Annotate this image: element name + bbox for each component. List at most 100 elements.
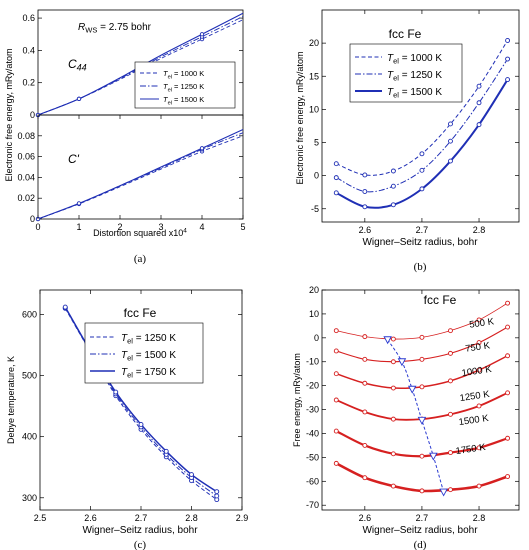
panel-d-minimum-marker: [439, 488, 448, 497]
panel-d-ylabel: Free energy, mRy/atom: [292, 353, 302, 447]
panel-b-x-tick-label: 2.8: [473, 225, 486, 235]
panel-c-legend-label-2-sub: el: [127, 354, 133, 363]
panel-d-series-2-point: [476, 340, 482, 346]
panel-c-y-tick-label: 400: [22, 432, 37, 442]
panel-a-xlabel-sup: 4: [183, 228, 187, 235]
panel-b-y-tick-label: -5: [311, 204, 319, 214]
panel-d-series-1-point: [390, 336, 396, 342]
panel-a-2-y-tick-label: 0.06: [17, 152, 35, 162]
panel-b-series-2-point: [390, 183, 396, 189]
panel-b-xlabel: Wigner–Seitz radius, bohr: [362, 237, 478, 248]
panel-b-series-1-point: [419, 151, 425, 157]
panel-a-ylabel: Electronic free energy, mRy/atom: [4, 49, 14, 182]
panel-d-series-6-point: [419, 488, 425, 494]
panel-d-series-label-6: 1750 K: [455, 442, 487, 457]
panel-c-x-tick-label: 2.9: [236, 513, 249, 523]
panel-a-1-y-tick-label: 0: [30, 110, 35, 120]
panel-d-series-1-point: [419, 334, 425, 340]
panel-d-y-tick-label: -10: [306, 357, 319, 367]
panel-a-annotation: RWS = 2.75 bohr: [78, 22, 152, 35]
panel-d-y-tick-label: -50: [306, 452, 319, 462]
panel-d-y-tick-label: -20: [306, 381, 319, 391]
panel-b-series-1-point: [448, 121, 453, 127]
panel-a-c44-label: C44: [68, 57, 87, 73]
panel-d-series-label-5: 1500 K: [458, 413, 490, 428]
panel-d-minimum-marker: [383, 336, 392, 345]
panel-a-2-y-tick-label: 0: [30, 214, 35, 224]
panel-c-title: fcc Fe: [124, 306, 157, 320]
panel-a-annotation-sub: WS: [85, 26, 97, 35]
panel-a-x-tick-label: 3: [158, 222, 163, 232]
panel-b-series-1-point: [505, 38, 511, 43]
panel-c-legend-label-2-rest: = 1500 K: [133, 350, 176, 361]
panel-d-series-2-point: [448, 350, 453, 356]
panel-a-axes-2: [37, 114, 244, 220]
panel-c-series-3-point: [214, 489, 220, 495]
panel-a-label: (a): [134, 253, 147, 265]
panel-a-xlabel: Distortion squared x104: [93, 228, 187, 239]
panel-a-legend-label-1-sub: el: [168, 75, 172, 81]
panel-a-2-y-tick-label: 0.08: [17, 131, 35, 141]
panel-b-axes: [321, 9, 520, 223]
panel-a-1-y-tick-label: 0.4: [22, 45, 35, 55]
panel-a-cprime-label-main: C': [68, 152, 80, 166]
panel-b-series-3-point: [505, 77, 511, 83]
panel-d-series-label-4: 1250 K: [459, 389, 491, 404]
panel-b-series-3-point: [333, 190, 339, 196]
panel-a-legend-label-3-main: T: [163, 95, 169, 104]
panel-b-series-2-point: [476, 100, 482, 106]
panel-a-1-y-tick-label: 0.2: [22, 78, 35, 88]
panel-d-y-tick-label: 20: [309, 285, 319, 295]
panel-d-series-6-point: [362, 475, 368, 481]
panel-b-label: (b): [414, 261, 427, 273]
panel-d-series-1-point: [333, 328, 339, 334]
panel-d-series-3-point: [505, 353, 511, 359]
panel-d-series-6-point: [476, 483, 482, 489]
panel-d-series-4-point: [476, 403, 482, 409]
panel-a-legend-label-2-main: T: [163, 82, 169, 91]
panel-a-c44-label-main: C: [68, 57, 77, 71]
panel-d-series-label-2: 750 K: [465, 340, 492, 354]
panel-d-series-3-point: [390, 385, 396, 391]
panel-a-annotation-main: R: [78, 22, 85, 33]
panel-c-legend-label-2: Tel = 1500 K: [121, 350, 176, 363]
panel-b-series-1-point: [476, 83, 482, 89]
panel-d-series-4-point: [333, 397, 339, 403]
panel-b-series-1-point: [333, 161, 339, 167]
panel-c-legend-label-1-main: T: [121, 333, 128, 344]
panel-a-legend-label-1: Tel = 1000 K: [163, 69, 204, 81]
panel-d-series-6-point: [448, 487, 453, 493]
panel-a-2-series-3-point: [76, 201, 82, 206]
panel-d-axes: [321, 289, 520, 511]
panel-c-ylabel: Debye temperature, K: [6, 356, 16, 444]
panel-d-series-5-point: [419, 453, 425, 459]
panel-d-series-2-point: [362, 356, 368, 362]
panel-d-series-3-point: [448, 378, 453, 384]
panel-d-y-tick-label: -70: [306, 500, 319, 510]
panel-b-legend-label-2-rest: = 1250 K: [399, 70, 442, 81]
panel-d-series-3-point: [476, 367, 482, 373]
panel-c-series-2-point: [214, 493, 220, 499]
panel-d-series-5-point: [333, 428, 339, 434]
panel-a-2-series-3-point: [199, 146, 205, 151]
panel-d-series-3-point: [362, 380, 368, 386]
panel-b-legend-label-3-main: T: [387, 87, 394, 98]
panel-b-legend-label-2-sub: el: [393, 74, 399, 83]
panel-c-series-3-point: [138, 421, 144, 427]
panel-b-x-tick-label: 2.6: [359, 225, 372, 235]
panel-d-series-6-point: [505, 474, 511, 479]
panel-c-legend-label-1-rest: = 1250 K: [133, 333, 176, 344]
panel-c-y-tick-label: 300: [22, 493, 37, 503]
panel-b-series-1-point: [362, 172, 368, 178]
panel-d-xlabel: Wigner–Seitz radius, bohr: [362, 525, 478, 536]
panel-c-legend-label-3: Tel = 1750 K: [121, 367, 176, 380]
panel-b-x-tick-label: 2.7: [416, 225, 429, 235]
panel-a-legend-label-1-main: T: [163, 69, 169, 78]
panel-d-series-6-point: [333, 460, 339, 466]
panel-d-label: (d): [414, 539, 427, 550]
panel-d-series-2-point: [390, 359, 396, 365]
panel-d-series-5-point: [448, 450, 453, 456]
panel-a-2-y-tick-label: 0.04: [17, 172, 35, 182]
panel-d-series-label-1: 500 K: [469, 316, 496, 330]
panel-d-series-5-point: [390, 451, 396, 457]
